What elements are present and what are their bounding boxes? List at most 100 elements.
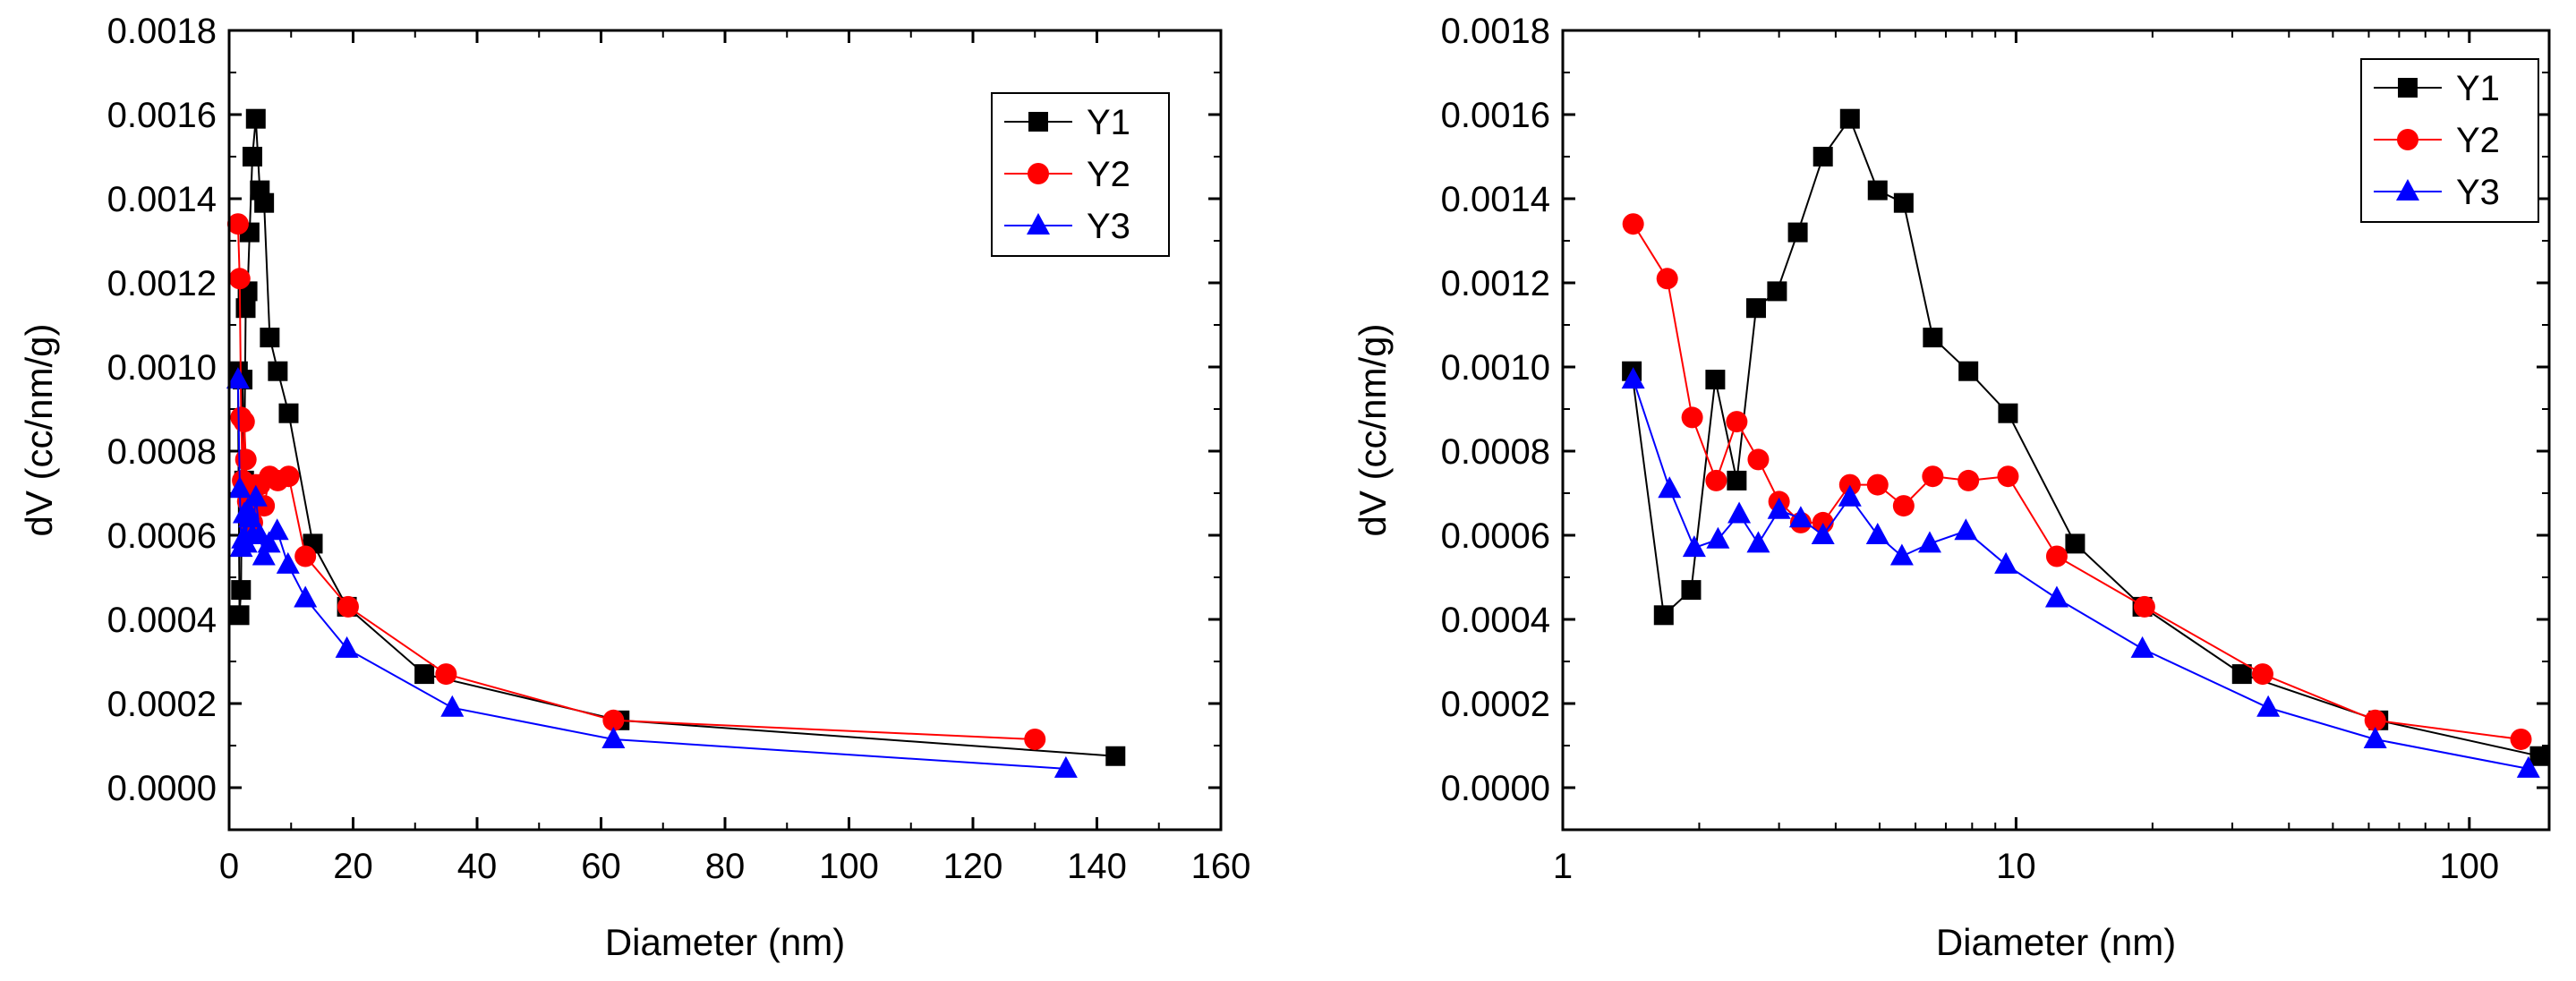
legend-label: Y2 (1087, 155, 1130, 194)
legend-label: Y3 (2456, 173, 2500, 212)
series-Y2 (226, 213, 1046, 750)
data-point-Y1 (2529, 746, 2550, 766)
data-point-Y1 (1681, 580, 1702, 601)
chart-linear: 0.0000 0.0002 0.0004 0.0006 0.0008 0.0010 0.00… (18, 12, 1250, 963)
series-Y3 (1621, 367, 2540, 778)
x-axis-label: Diameter (nm) (605, 921, 845, 963)
data-point-Y1 (1839, 108, 1860, 129)
data-point-Y2 (337, 595, 359, 618)
data-point-Y1 (1813, 147, 1833, 166)
data-point-Y3 (252, 543, 276, 566)
data-point-Y2 (228, 268, 251, 290)
data-point-Y2 (602, 709, 625, 731)
y-tick-label: 0.0006 (1441, 516, 1550, 556)
legend-label: Y1 (1087, 103, 1130, 142)
data-point-Y3 (601, 726, 626, 748)
data-point-Y1 (1998, 403, 2018, 423)
x-tick-label: 140 (1067, 847, 1127, 886)
x-tick-label: 80 (705, 847, 746, 886)
data-point-Y2 (1622, 213, 1644, 235)
y-tick-label: 0.0000 (1441, 769, 1550, 808)
data-point-Y3 (265, 518, 289, 541)
legend-label: Y1 (2456, 69, 2500, 108)
data-point-Y3 (257, 531, 281, 553)
data-point-Y2 (294, 545, 317, 567)
data-point-Y2 (1958, 469, 1980, 491)
y-axis-label: dV (cc/nm/g) (1352, 323, 1394, 536)
x-tick-label: 100 (2439, 847, 2499, 886)
legend-marker (1028, 163, 1049, 184)
x-tick-label: 100 (819, 847, 879, 886)
y-tick-label: 0.0010 (107, 348, 217, 388)
y-tick-label: 0.0016 (1441, 96, 1550, 135)
y-tick-label: 0.0004 (107, 601, 217, 640)
data-point-Y3 (1917, 531, 1941, 553)
data-point-Y2 (2045, 545, 2068, 567)
data-point-Y3 (1767, 497, 1791, 519)
y-tick-label: 0.0000 (107, 769, 217, 808)
x-tick-label: 160 (1191, 847, 1251, 886)
y-tick-label: 0.0018 (1441, 12, 1550, 51)
data-point-Y1 (242, 147, 262, 166)
series-line-Y2 (1632, 223, 2521, 740)
data-point-Y3 (2516, 755, 2540, 778)
series-line-Y3 (236, 380, 1066, 770)
data-point-Y3 (1746, 531, 1770, 553)
data-point-Y2 (233, 411, 255, 433)
y-tick-label: 0.0002 (1441, 685, 1550, 724)
data-point-Y3 (2256, 695, 2281, 717)
x-tick-label: 60 (581, 847, 621, 886)
legend-item-Y2: Y2 (2374, 121, 2500, 160)
data-point-Y2 (226, 213, 249, 235)
y-tick-label: 0.0014 (1441, 180, 1550, 219)
data-point-Y2 (1726, 411, 1748, 433)
series-Y1 (227, 108, 1126, 766)
data-point-Y3 (294, 585, 318, 608)
data-point-Y3 (1954, 518, 1978, 541)
data-point-Y1 (1105, 746, 1126, 766)
data-point-Y2 (2133, 595, 2155, 618)
y-tick-label: 0.0010 (1441, 348, 1550, 388)
legend: Y1 Y2 Y3 (2360, 58, 2539, 223)
x-tick-label: 40 (457, 847, 498, 886)
data-point-Y1 (231, 580, 252, 601)
data-point-Y2 (1681, 406, 1703, 429)
series-Y3 (226, 367, 1078, 778)
legend-item-Y3: Y3 (1004, 207, 1130, 246)
x-tick-label: 120 (943, 847, 1003, 886)
data-point-Y1 (268, 361, 288, 381)
y-tick-label: 0.0018 (107, 12, 217, 51)
data-point-Y3 (238, 506, 262, 528)
data-point-Y3 (2044, 585, 2068, 608)
data-point-Y2 (1892, 495, 1915, 517)
x-axis-label: Diameter (nm) (1936, 921, 2176, 963)
series-line-Y1 (1631, 116, 2540, 757)
data-point-Y1 (278, 403, 299, 423)
data-point-Y2 (1866, 473, 1889, 496)
y-axis-label: dV (cc/nm/g) (18, 323, 60, 536)
data-point-Y2 (1747, 448, 1770, 471)
x-tick-label: 1 (1553, 847, 1573, 886)
data-point-Y3 (2363, 726, 2387, 748)
data-point-Y1 (2065, 533, 2086, 554)
data-point-Y2 (2251, 663, 2273, 686)
data-point-Y1 (1767, 281, 1787, 302)
series-line-Y2 (236, 224, 1036, 740)
legend: Y1 Y2 Y3 (991, 92, 1170, 257)
data-point-Y2 (235, 448, 257, 471)
data-point-Y3 (1994, 551, 2018, 574)
data-point-Y1 (1923, 328, 1943, 348)
data-point-Y3 (2130, 636, 2154, 658)
y-tick-label: 0.0008 (107, 432, 217, 472)
legend-marker (2398, 78, 2418, 98)
legend-item-Y2: Y2 (1004, 155, 1130, 194)
data-point-Y3 (276, 551, 300, 574)
legend-item-Y3: Y3 (2374, 173, 2500, 212)
data-point-Y3 (1658, 476, 1682, 499)
legend-label: Y2 (2456, 121, 2500, 160)
series-Y2 (1622, 213, 2532, 750)
data-point-Y2 (1705, 469, 1727, 491)
data-point-Y1 (260, 328, 280, 348)
